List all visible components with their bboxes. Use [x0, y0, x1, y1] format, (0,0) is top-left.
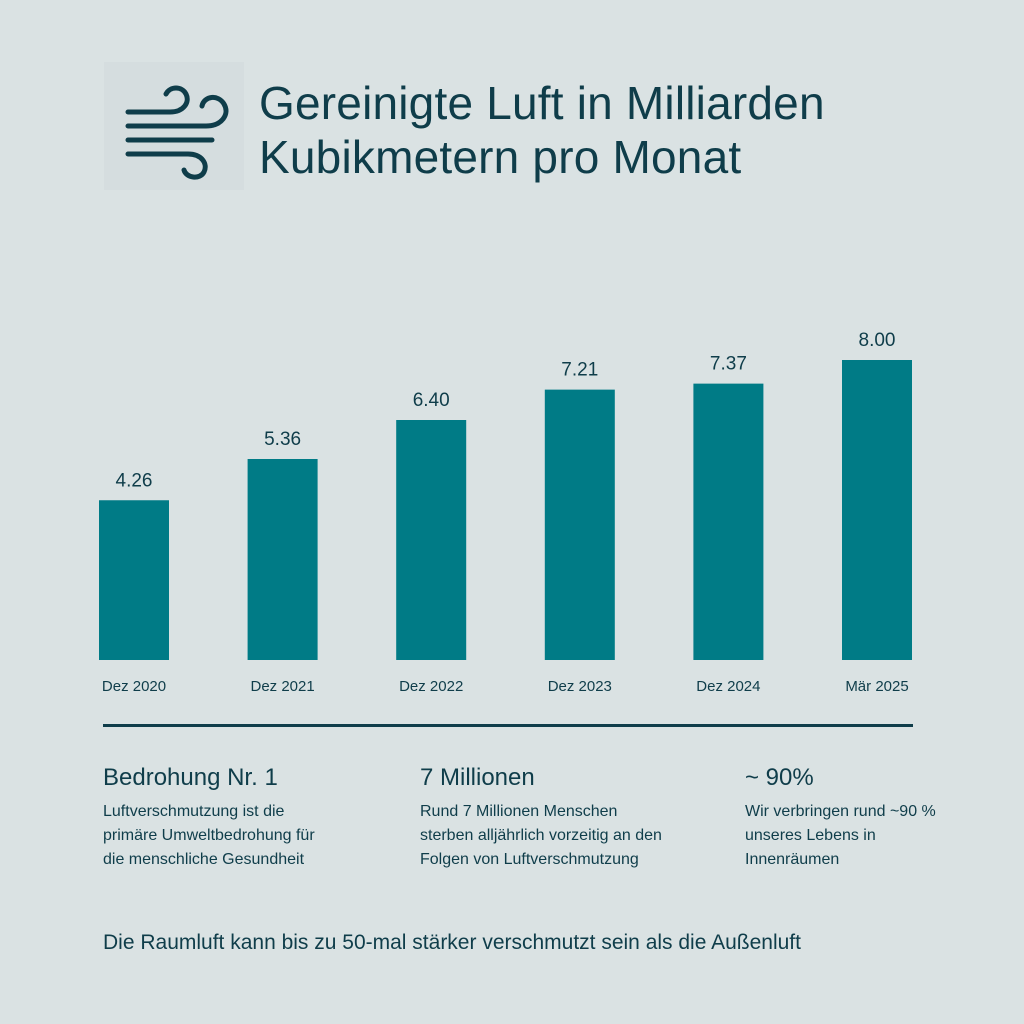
wind-icon-box [104, 62, 244, 190]
fact-heading: Bedrohung Nr. 1 [103, 764, 278, 791]
fact-text: Rund 7 Millionen Menschen sterben alljäh… [420, 800, 720, 872]
data-label: 5.36 [264, 429, 301, 450]
title-line-2: Kubikmetern pro Monat [259, 131, 742, 183]
wind-icon [125, 85, 229, 180]
fact-indoor: ~ 90% Wir verbringen rund ~90 % unseres … [745, 762, 985, 872]
page-title: Gereinigte Luft in Milliarden Kubikmeter… [259, 76, 959, 184]
bar-2 [396, 420, 467, 660]
bar-4 [693, 383, 764, 660]
x-tick-label: Dez 2024 [696, 678, 760, 695]
x-tick-label: Dez 2023 [548, 678, 612, 695]
fact-text-line: sterben alljährlich vorzeitig an den [420, 827, 662, 844]
data-label: 7.21 [561, 360, 598, 381]
fact-text-line: Luftverschmutzung ist die [103, 803, 285, 820]
data-label: 4.26 [116, 470, 153, 491]
data-label: 8.00 [859, 330, 896, 351]
divider [103, 724, 913, 727]
fact-heading: ~ 90% [745, 764, 814, 791]
fact-deaths: 7 Millionen Rund 7 Millionen Menschen st… [420, 762, 720, 872]
fact-text-line: primäre Umweltbedrohung für [103, 827, 315, 844]
bar-chart: 4.26 Dez 2020 5.36 Dez 2021 6.40 Dez 2022 7.21… [99, 330, 912, 695]
footer-note: Die Raumluft kann bis zu 50-mal stärker … [103, 931, 801, 954]
data-label: 6.40 [413, 390, 450, 411]
fact-threat: Bedrohung Nr. 1 Luftverschmutzung ist di… [103, 762, 393, 872]
fact-text-line: die menschliche Gesundheit [103, 851, 305, 868]
x-tick-label: Mär 2025 [845, 678, 908, 695]
fact-text-line: Rund 7 Millionen Menschen [420, 803, 618, 820]
header: Gereinigte Luft in Milliarden Kubikmeter… [104, 62, 964, 192]
fact-heading: 7 Millionen [420, 764, 535, 791]
x-tick-label: Dez 2020 [102, 678, 166, 695]
fact-text-line: Innenräumen [745, 851, 840, 868]
bar-3 [544, 389, 615, 660]
fact-text: Wir verbringen rund ~90 % unseres Lebens… [745, 800, 985, 872]
fact-text-line: Wir verbringen rund ~90 % [745, 803, 936, 820]
fact-text-line: unseres Lebens in [745, 827, 876, 844]
x-tick-label: Dez 2022 [399, 678, 463, 695]
bar-5 [842, 360, 912, 660]
data-label: 7.37 [710, 354, 747, 375]
bar-0 [99, 500, 169, 660]
fact-text: Luftverschmutzung ist die primäre Umwelt… [103, 800, 393, 872]
x-tick-label: Dez 2021 [250, 678, 314, 695]
title-line-1: Gereinigte Luft in Milliarden [259, 77, 825, 129]
fact-text-line: Folgen von Luftverschmutzung [420, 851, 639, 868]
bar-1 [247, 459, 318, 660]
